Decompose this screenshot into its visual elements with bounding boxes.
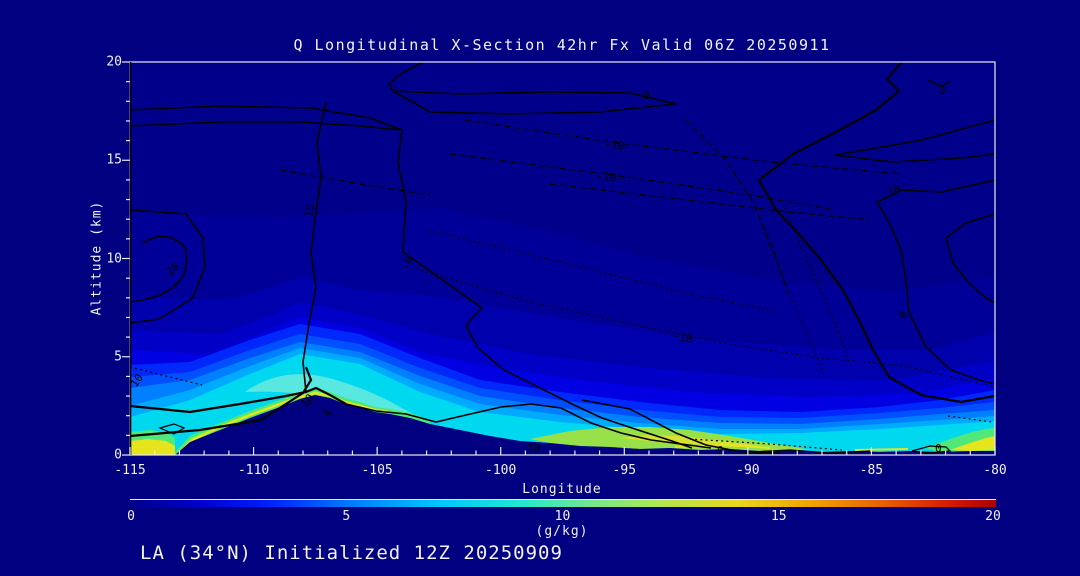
contour-label: 10 <box>527 442 540 455</box>
contour-label: 0 <box>935 442 942 455</box>
contour-label: 0 <box>643 89 650 102</box>
x-tick-label: -105 <box>361 463 393 478</box>
colorbar-tick-label: 0 <box>127 509 135 524</box>
y-tick-label: 15 <box>106 152 122 168</box>
x-axis-label: Longitude <box>522 482 602 497</box>
x-tick-label: -80 <box>983 463 1007 478</box>
contour-labels: 0 -10 -20 20 10 0 -10 0 10 0 10 10 4 10 … <box>130 84 946 457</box>
contour-label: -10 <box>671 329 693 346</box>
plot-area: 0 -10 -20 20 10 0 -10 0 10 0 10 10 4 10 … <box>130 62 995 457</box>
colorbar-tick-label: 15 <box>770 509 787 524</box>
x-tick-label: -100 <box>485 463 517 478</box>
axis-ticks <box>122 61 996 456</box>
contour-label: -10 <box>604 137 625 153</box>
x-tick-label: -110 <box>237 463 270 478</box>
colorbar-tick-label: 5 <box>342 509 351 524</box>
y-tick-label: 20 <box>106 54 122 70</box>
x-tick-label: -90 <box>736 463 760 478</box>
colorbar-units: (g/kg) <box>535 524 589 539</box>
terrain <box>175 395 995 455</box>
contour-label: 0 <box>939 84 946 97</box>
x-tick-label: -115 <box>114 463 146 478</box>
init-info-text: LA (34°N) Initialized 12Z 20250909 <box>140 542 563 564</box>
x-tick-label: -85 <box>859 463 884 478</box>
contour-label: 10 <box>302 203 317 219</box>
contour-label: 10 <box>885 182 903 200</box>
colorbar-tick-label: 20 <box>985 509 1001 524</box>
colorbar-gradient <box>130 499 996 507</box>
contour-label: -20 <box>596 169 617 185</box>
contour-label: 0 <box>717 444 724 457</box>
x-tick-label: -95 <box>612 463 637 478</box>
y-tick-label: 10 <box>106 251 122 266</box>
y-tick-label: 5 <box>114 349 122 365</box>
colorbar-tick-label: 10 <box>554 509 571 524</box>
y-tick-label: 0 <box>114 447 122 463</box>
contour-lines <box>130 62 995 454</box>
page-title: Q Longitudinal X-Section 42hr Fx Valid 0… <box>293 36 831 54</box>
